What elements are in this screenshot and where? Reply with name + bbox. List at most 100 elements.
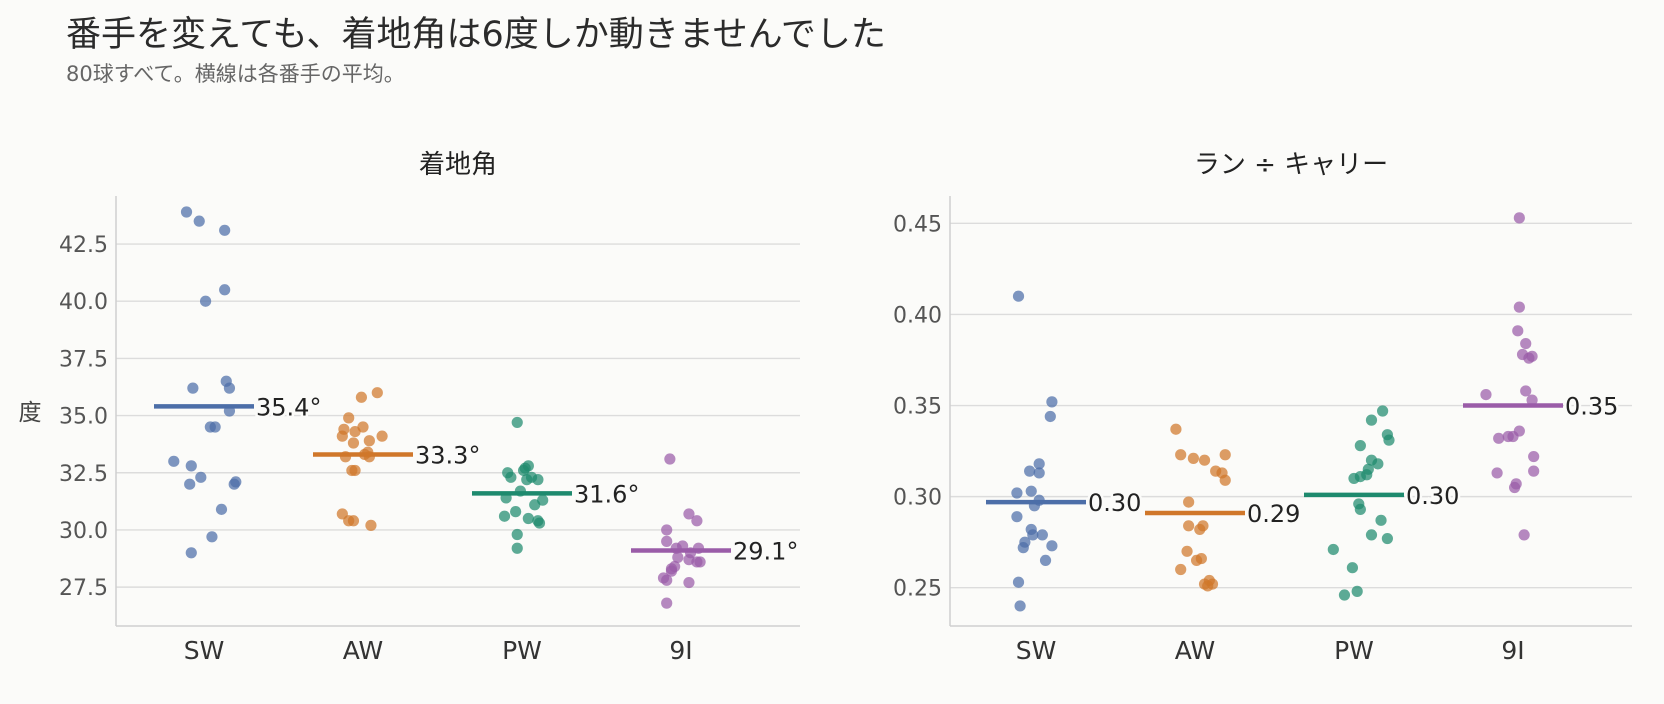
data-point	[1011, 487, 1023, 499]
data-point	[529, 499, 541, 511]
data-point	[1033, 467, 1045, 479]
x-tick-label: AW	[1175, 636, 1215, 665]
data-point	[1011, 511, 1023, 523]
data-point	[209, 421, 221, 433]
data-point	[1365, 414, 1378, 426]
mean-label: 33.3°	[415, 441, 480, 469]
mean-label: 31.6°	[574, 480, 639, 508]
data-point	[1528, 465, 1540, 477]
data-point	[371, 387, 383, 399]
data-point	[1480, 389, 1492, 401]
data-point	[1033, 458, 1045, 470]
x-tick-label: PW	[1334, 636, 1374, 665]
data-point	[1036, 529, 1048, 541]
data-point	[347, 515, 360, 527]
data-point	[517, 464, 530, 477]
data-point	[1528, 450, 1540, 463]
data-point	[1348, 472, 1360, 485]
data-point	[363, 435, 375, 447]
data-point	[522, 512, 534, 525]
data-point	[533, 517, 546, 529]
y-tick-label: 0.40	[893, 303, 942, 328]
y-tick-label: 0.30	[893, 486, 942, 511]
data-point	[365, 519, 377, 531]
y-tick-label: 40.0	[59, 290, 108, 315]
data-point	[223, 382, 236, 394]
y-tick-label: 42.5	[59, 233, 108, 258]
mean-label: 0.30	[1088, 489, 1141, 517]
data-point	[1046, 540, 1058, 552]
data-point	[1044, 410, 1056, 423]
panel-title: ラン ÷ キャリー	[1194, 150, 1388, 180]
data-point	[1183, 520, 1195, 532]
data-point	[1175, 449, 1187, 461]
data-point	[1012, 576, 1025, 588]
data-point	[1338, 589, 1351, 601]
data-point	[1202, 580, 1214, 592]
y-tick-label: 32.5	[59, 462, 108, 487]
data-point	[347, 437, 360, 449]
data-point	[349, 425, 361, 438]
data-point	[1183, 496, 1195, 508]
data-point	[511, 416, 523, 429]
y-tick-label: 0.45	[893, 212, 942, 237]
data-point	[1046, 396, 1058, 408]
y-tick-label: 0.25	[893, 577, 942, 602]
data-point	[219, 284, 231, 296]
data-point	[1526, 394, 1538, 406]
data-point	[672, 551, 684, 563]
data-point	[691, 515, 703, 527]
data-point	[349, 464, 361, 477]
data-point	[195, 471, 207, 483]
data-point	[1219, 449, 1231, 461]
data-point	[1354, 503, 1366, 515]
y-tick-label: 37.5	[59, 347, 108, 372]
data-point	[1025, 485, 1037, 497]
data-point	[1520, 385, 1532, 397]
y-tick-label: 30.0	[59, 519, 108, 544]
data-point	[1017, 542, 1029, 554]
data-point	[1039, 554, 1052, 567]
data-point	[215, 503, 228, 515]
data-point	[1198, 454, 1211, 466]
data-point	[1012, 290, 1025, 302]
data-point	[1181, 545, 1193, 557]
data-point	[521, 474, 533, 486]
data-point	[1491, 467, 1503, 479]
data-point	[510, 506, 522, 518]
x-tick-label: AW	[343, 636, 383, 665]
data-point	[1493, 432, 1505, 444]
mean-label: 0.29	[1247, 500, 1300, 528]
data-point	[1014, 600, 1026, 612]
data-point	[661, 597, 673, 609]
data-point	[1381, 532, 1393, 545]
x-tick-label: SW	[184, 636, 225, 665]
data-point	[1346, 562, 1359, 574]
data-point	[505, 471, 517, 483]
data-point	[1190, 554, 1203, 567]
y-tick-label: 27.5	[59, 576, 108, 601]
data-point	[511, 542, 523, 554]
data-point	[1187, 452, 1200, 464]
data-point	[180, 206, 193, 218]
data-point	[1175, 563, 1187, 576]
data-point	[1518, 529, 1530, 541]
data-point	[1365, 529, 1378, 541]
data-point	[343, 412, 355, 424]
mean-label: 0.30	[1406, 482, 1459, 510]
data-point	[1513, 212, 1525, 224]
data-point	[1375, 514, 1387, 526]
data-point	[185, 460, 197, 472]
data-point	[187, 382, 199, 394]
data-point	[683, 508, 695, 520]
data-point	[1027, 529, 1039, 541]
data-point	[1194, 523, 1206, 536]
data-point	[376, 430, 388, 442]
data-point	[1377, 405, 1389, 417]
x-tick-label: PW	[502, 636, 542, 665]
data-point	[355, 391, 368, 403]
data-point	[1383, 434, 1395, 446]
data-point	[511, 528, 523, 541]
data-point	[228, 478, 240, 490]
